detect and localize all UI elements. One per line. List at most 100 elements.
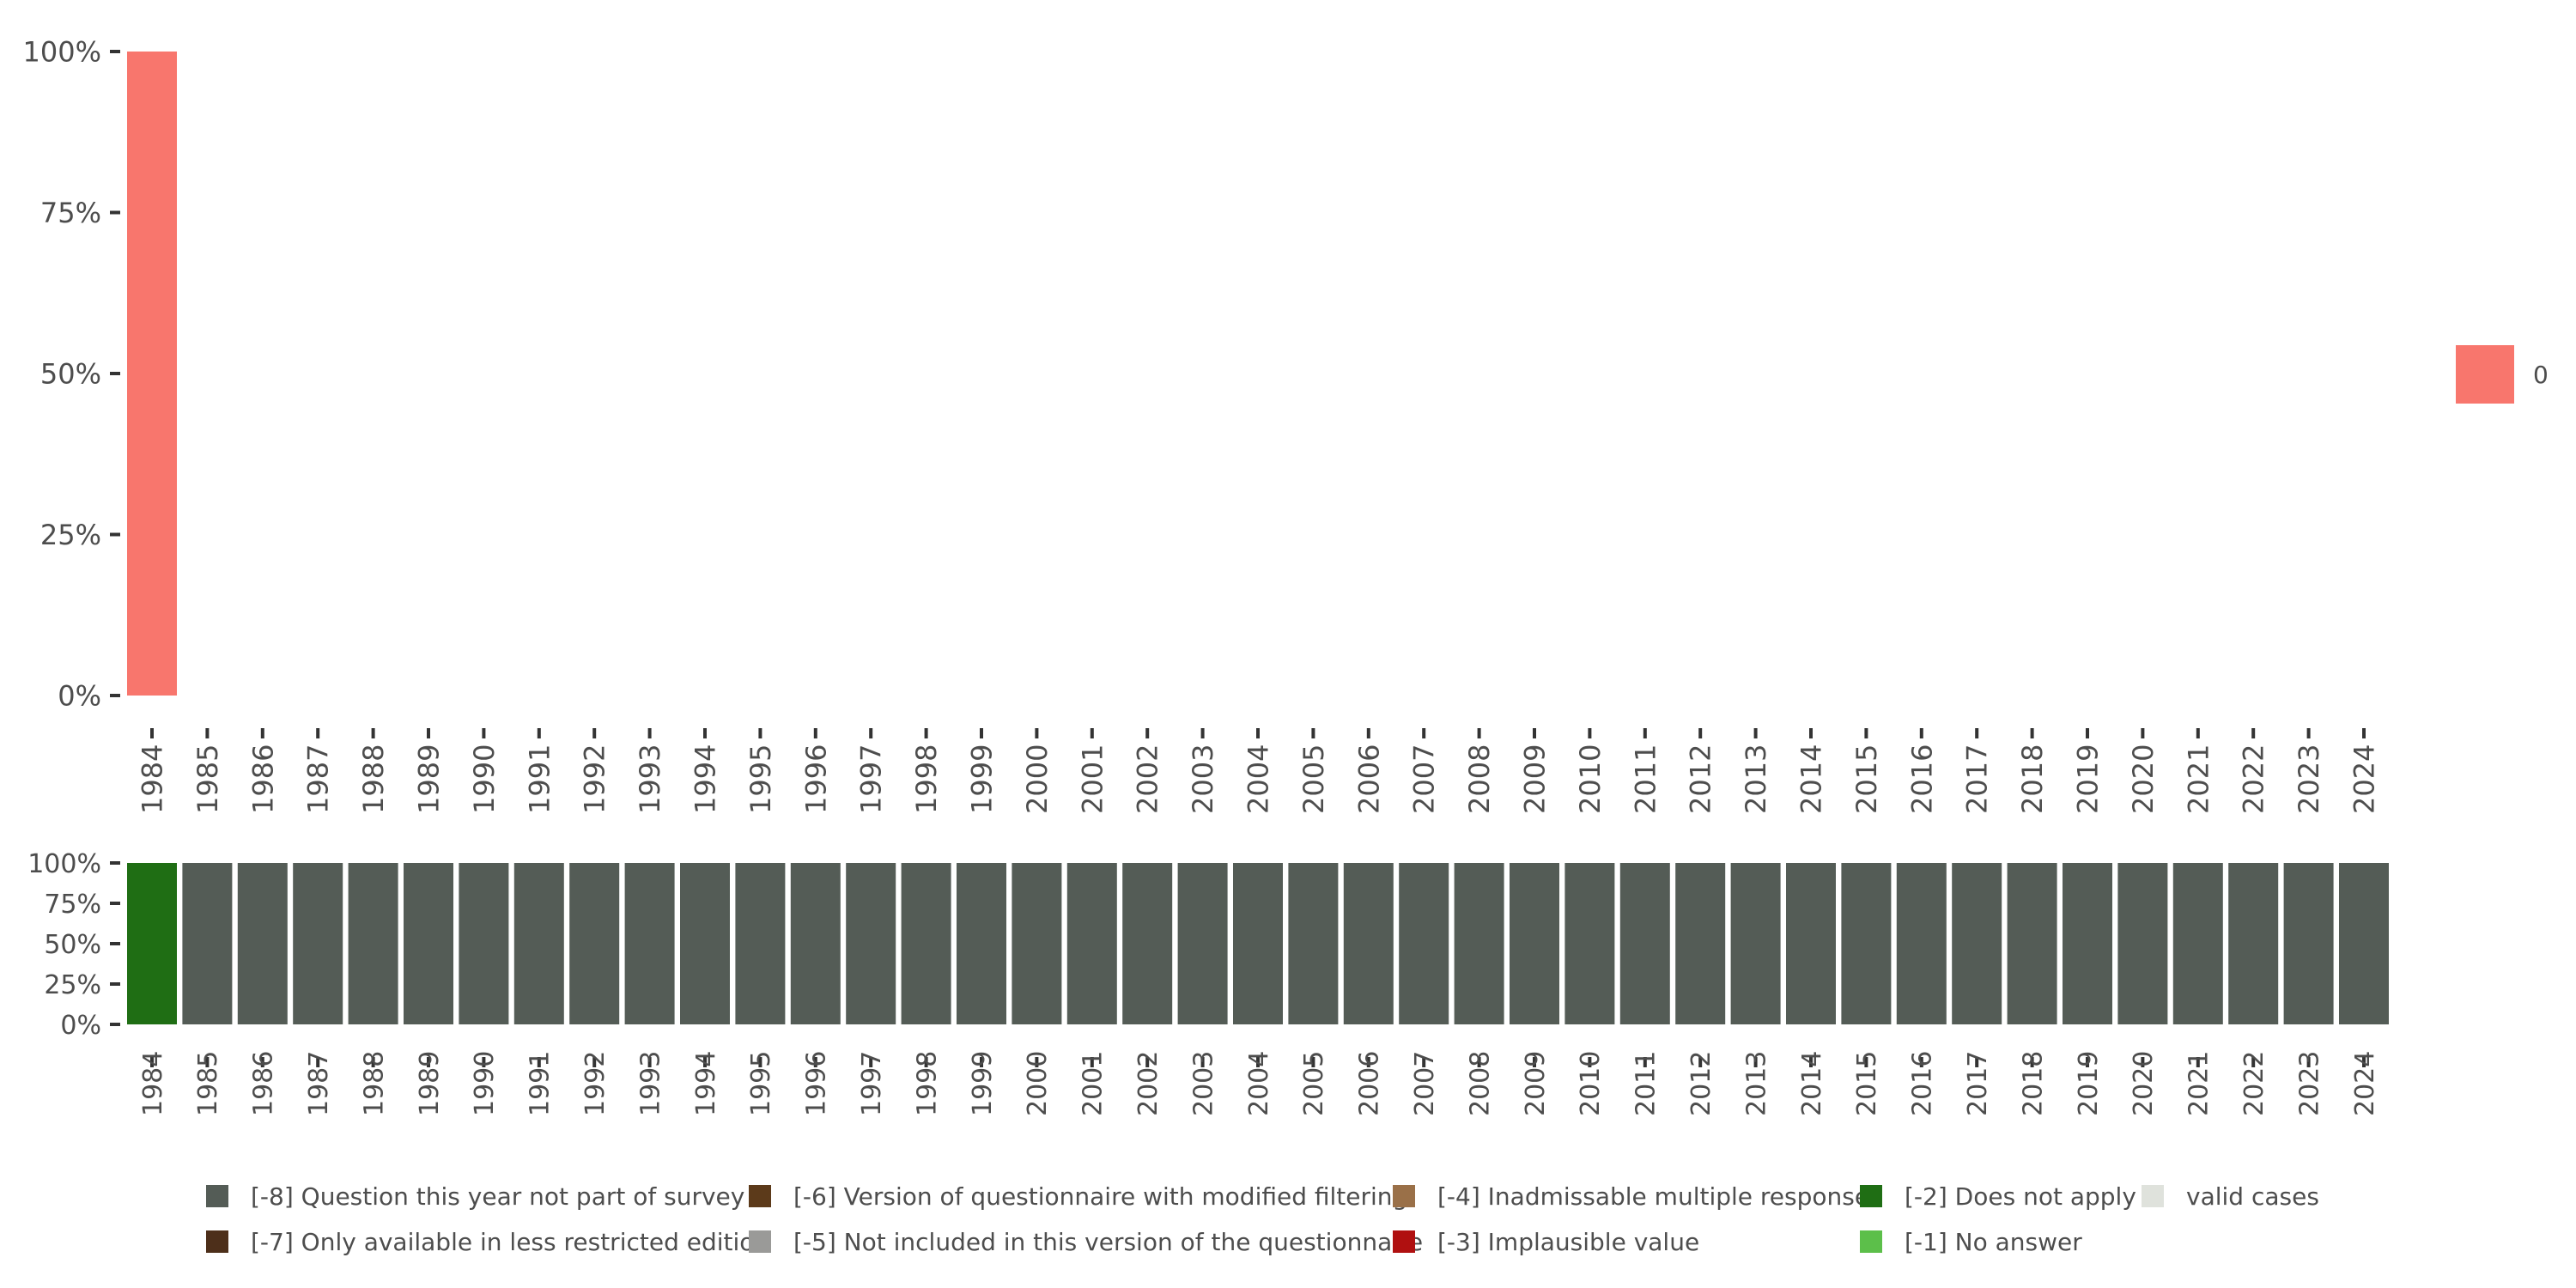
x-tick-label: 1993 bbox=[635, 1051, 665, 1116]
bar bbox=[1177, 863, 1228, 1024]
x-tick-label: 2003 bbox=[1187, 744, 1219, 814]
y-tick-label: 0% bbox=[60, 1011, 101, 1041]
x-tick-label: 2016 bbox=[1908, 1051, 1938, 1116]
x-tick-label: 2019 bbox=[2072, 744, 2105, 814]
legend-label: [-6] Version of questionnaire with modif… bbox=[793, 1182, 1407, 1211]
y-tick-label: 25% bbox=[40, 519, 101, 551]
legend-label: [-3] Implausible value bbox=[1437, 1228, 1699, 1256]
x-tick-label: 2013 bbox=[1741, 1051, 1771, 1116]
bar bbox=[459, 863, 509, 1024]
bar bbox=[513, 863, 564, 1024]
legend-label: [-5] Not included in this version of the… bbox=[793, 1228, 1423, 1256]
bar bbox=[1896, 863, 1947, 1024]
x-tick-label: 2008 bbox=[1465, 1051, 1495, 1116]
x-tick-label: 1998 bbox=[910, 744, 943, 814]
bar bbox=[1122, 863, 1173, 1024]
x-tick-label: 2016 bbox=[1905, 744, 1938, 814]
bar bbox=[2172, 863, 2223, 1024]
x-tick-label: 1994 bbox=[691, 1051, 721, 1116]
x-tick-label: 1995 bbox=[744, 744, 777, 814]
x-tick-label: 2023 bbox=[2294, 1051, 2324, 1116]
legend-label: [-4] Inadmissable multiple response bbox=[1437, 1182, 1869, 1211]
x-tick-label: 2014 bbox=[1795, 744, 1828, 814]
y-tick-label: 100% bbox=[27, 849, 101, 879]
x-tick-label: 1994 bbox=[690, 744, 722, 814]
x-tick-label: 2000 bbox=[1021, 744, 1054, 814]
x-tick-label: 2021 bbox=[2184, 1051, 2215, 1116]
bar bbox=[846, 863, 896, 1024]
x-tick-label: 2022 bbox=[2239, 1051, 2269, 1116]
bar bbox=[293, 863, 343, 1024]
y-tick-label: 50% bbox=[40, 358, 101, 391]
bar bbox=[1399, 863, 1449, 1024]
x-tick-label: 1987 bbox=[304, 1051, 334, 1116]
x-tick-label: 2004 bbox=[1242, 744, 1275, 814]
bar bbox=[1343, 863, 1394, 1024]
bar bbox=[2228, 863, 2279, 1024]
x-tick-label: 1992 bbox=[579, 744, 611, 814]
x-tick-label: 2015 bbox=[1852, 1051, 1882, 1116]
x-tick-label: 2007 bbox=[1408, 744, 1441, 814]
x-tick-label: 1998 bbox=[912, 1051, 942, 1116]
x-tick-label: 2015 bbox=[1850, 744, 1883, 814]
legend-label: 0 bbox=[2533, 361, 2549, 389]
x-tick-label: 2020 bbox=[2127, 744, 2160, 814]
legend-label: [-7] Only available in less restricted e… bbox=[251, 1228, 769, 1256]
bar bbox=[1619, 863, 1670, 1024]
bar bbox=[2117, 863, 2168, 1024]
x-tick-label: 1993 bbox=[634, 744, 666, 814]
bar bbox=[127, 52, 177, 696]
x-tick-label: 2014 bbox=[1797, 1051, 1827, 1116]
x-tick-label: 1984 bbox=[138, 1051, 168, 1116]
top-panel: 0% 25% 50% 75% 100% 1984 1985 1986 1987 1988 1989 1… bbox=[23, 36, 2381, 814]
bar bbox=[1841, 863, 1892, 1024]
x-tick-label: 2005 bbox=[1299, 1051, 1329, 1116]
x-tick-label: 1989 bbox=[415, 1051, 445, 1116]
bar bbox=[1454, 863, 1504, 1024]
x-tick-label: 2020 bbox=[2129, 1051, 2159, 1116]
x-tick-label: 1989 bbox=[413, 744, 446, 814]
x-tick-label: 1995 bbox=[746, 1051, 776, 1116]
x-tick-label: 1996 bbox=[799, 744, 832, 814]
bar bbox=[1786, 863, 1836, 1024]
x-tick-label: 1996 bbox=[802, 1051, 832, 1116]
legend-key bbox=[2456, 345, 2514, 404]
x-tick-label: 1985 bbox=[191, 744, 224, 814]
bar bbox=[237, 863, 288, 1024]
bar bbox=[2007, 863, 2057, 1024]
legend-label: [-1] No answer bbox=[1905, 1228, 2082, 1256]
x-tick-label: 1992 bbox=[580, 1051, 611, 1116]
legend-key bbox=[206, 1230, 228, 1253]
bar bbox=[182, 863, 233, 1024]
legend-key bbox=[1860, 1185, 1882, 1207]
y-tick-label: 25% bbox=[44, 970, 101, 1000]
x-tick-label: 2017 bbox=[1961, 744, 1994, 814]
bar bbox=[1675, 863, 1726, 1024]
x-tick-label: 2024 bbox=[2350, 1051, 2380, 1116]
bar bbox=[2283, 863, 2334, 1024]
x-tick-label: 2018 bbox=[2018, 1051, 2048, 1116]
x-tick-label: 1990 bbox=[470, 1051, 500, 1116]
x-tick-label: 2006 bbox=[1352, 744, 1385, 814]
x-tick-label: 1999 bbox=[968, 1051, 998, 1116]
bottom-panel: 0% 25% 50% 75% 100% 1984 1985 1986 1987 1988 1989 1… bbox=[27, 849, 2389, 1116]
y-tick-label: 0% bbox=[58, 680, 101, 713]
x-tick-label: 2017 bbox=[1963, 1051, 1993, 1116]
y-tick-label: 100% bbox=[23, 36, 101, 69]
x-tick-label: 2018 bbox=[2016, 744, 2049, 814]
x-tick-label: 2005 bbox=[1297, 744, 1330, 814]
legend-key bbox=[749, 1230, 771, 1253]
x-tick-label: 2009 bbox=[1521, 1051, 1551, 1116]
y-tick-label: 75% bbox=[44, 890, 101, 920]
legend-key bbox=[749, 1185, 771, 1207]
bar bbox=[127, 863, 177, 1024]
legend-label: [-2] Does not apply bbox=[1905, 1182, 2136, 1211]
bar bbox=[680, 863, 730, 1024]
x-tick-label: 2008 bbox=[1463, 744, 1496, 814]
x-tick-label: 1997 bbox=[857, 1051, 887, 1116]
x-tick-label: 2002 bbox=[1133, 1051, 1163, 1116]
x-tick-label: 2010 bbox=[1574, 744, 1607, 814]
x-tick-label: 1985 bbox=[193, 1051, 223, 1116]
bar bbox=[404, 863, 453, 1024]
bar bbox=[1510, 863, 1559, 1024]
